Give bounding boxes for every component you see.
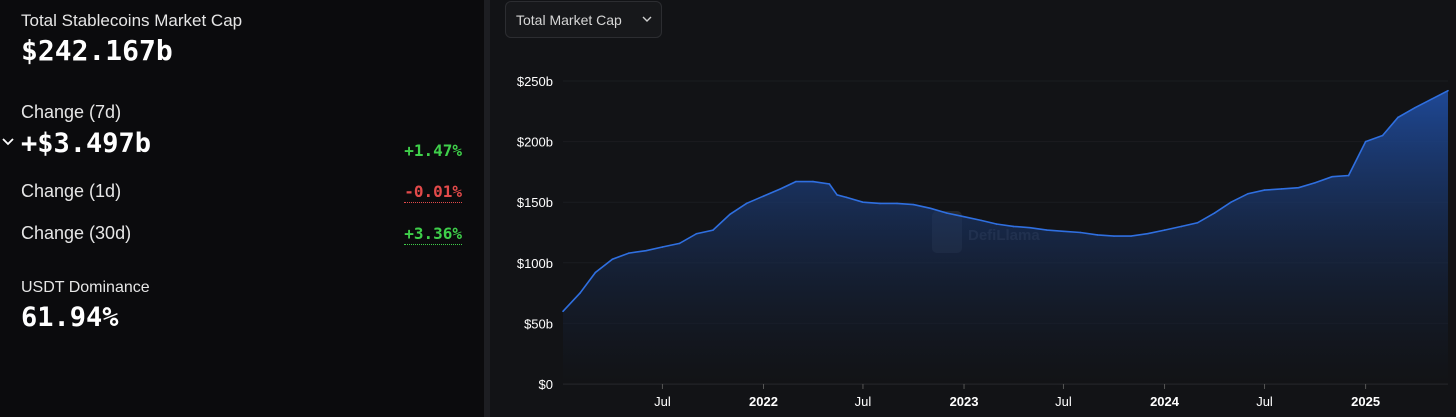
x-tick-label: Jul [1256,394,1273,409]
change-7d-value: +$3.497b [21,128,152,159]
data-point [836,194,838,196]
data-point [795,180,797,183]
panel-divider [484,0,490,417]
data-point [762,195,765,197]
data-point [946,212,948,214]
data-point [594,271,597,274]
data-point [1029,226,1031,229]
data-point [611,258,614,260]
data-point [1213,212,1216,214]
data-point [995,223,998,225]
x-tick-label: Jul [654,394,671,409]
data-point [628,252,630,254]
x-tick-label: 2025 [1351,394,1380,409]
data-point [1297,186,1300,189]
data-point [695,232,698,235]
data-point [1096,234,1099,236]
data-point [963,215,965,218]
data-point [1046,229,1048,231]
change-1d-percent[interactable]: -0.01% [404,182,462,203]
chevron-down-icon [642,16,652,22]
data-point [980,219,982,222]
data-point [678,242,681,245]
data-point [1180,225,1183,228]
data-point [879,202,881,205]
y-tick-label: $50b [524,316,553,331]
stablecoin-mcap-chart[interactable]: DefiLlama $0$50b$100b$150b$200b$250b Jul… [490,40,1456,417]
data-point [645,249,647,252]
data-point [828,183,831,185]
data-point [912,203,915,206]
data-point [896,202,898,205]
data-point [1079,231,1082,234]
data-point [1163,229,1166,231]
data-point [1364,140,1367,143]
data-point [1447,89,1449,92]
data-point [1247,192,1249,195]
data-point [1146,232,1149,235]
data-point [1381,134,1384,137]
data-point [661,246,664,248]
data-point [1130,235,1132,237]
change-30d-percent[interactable]: +3.36% [404,224,462,245]
y-tick-label: $0 [539,377,553,392]
data-point [729,213,731,216]
data-point [812,180,814,183]
data-point [1113,235,1115,237]
data-point [579,292,581,294]
change-7d-label: Change (7d) [21,102,122,122]
stats-panel: Total Stablecoins Market Cap $242.167b C… [0,0,484,417]
data-point [929,207,932,210]
data-point [745,202,748,205]
data-point [1397,116,1399,119]
data-point [562,310,564,313]
data-point [1230,201,1232,203]
change-30d-label: Change (30d) [21,223,132,243]
chevron-down-icon[interactable] [1,135,15,149]
usdt-dominance-label: USDT Dominance [21,279,150,296]
data-point [1430,98,1433,100]
data-point [1196,222,1199,224]
data-point [845,196,848,199]
x-tick-label: 2023 [950,394,979,409]
data-point [1012,225,1015,228]
y-tick-label: $150b [517,195,553,210]
series-area [563,90,1448,384]
total-mcap-value: $242.167b [21,34,173,67]
x-tick-label: Jul [855,394,872,409]
change-7d-percent: +1.47% [404,141,462,160]
data-point [1263,189,1266,191]
x-tick-label: 2024 [1150,394,1180,409]
data-point [779,188,782,190]
usdt-dominance-value: 61.94% [21,302,119,333]
x-axis: Jul 2022 Jul 2023 Jul 2024 Jul 2025 [654,384,1380,409]
data-points [562,89,1449,313]
data-point [1331,175,1333,178]
x-tick-label: Jul [1055,394,1072,409]
data-point [1280,188,1283,190]
change-1d-label: Change (1d) [21,181,122,201]
metric-select[interactable]: Total Market Cap [505,1,662,38]
y-tick-label: $200b [517,135,553,150]
metric-select-label: Total Market Cap [516,12,622,28]
data-point [1314,182,1316,184]
data-point [1414,106,1416,109]
data-point [1062,230,1065,233]
data-point [862,201,864,203]
total-mcap-label: Total Stablecoins Market Cap [21,11,243,30]
x-tick-label: 2022 [749,394,778,409]
data-point [712,229,714,231]
data-point [1347,174,1350,177]
y-tick-label: $250b [517,74,553,89]
y-tick-label: $100b [517,256,553,271]
